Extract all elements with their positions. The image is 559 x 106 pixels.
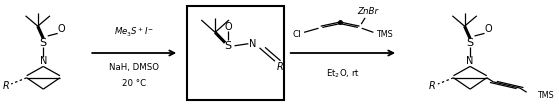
Text: R: R	[2, 81, 9, 91]
Text: S: S	[224, 41, 231, 51]
Text: N: N	[40, 56, 47, 66]
Text: TMS: TMS	[537, 91, 553, 100]
Text: S: S	[467, 38, 473, 48]
Text: S: S	[40, 38, 47, 48]
Text: Me$_3$S$^+$I$^-$: Me$_3$S$^+$I$^-$	[114, 26, 154, 39]
Text: Cl: Cl	[293, 30, 301, 39]
Text: 20 °C: 20 °C	[122, 80, 146, 89]
Text: TMS: TMS	[376, 30, 393, 39]
Text: NaH, DMSO: NaH, DMSO	[109, 63, 159, 72]
Text: R: R	[277, 62, 284, 73]
Text: O: O	[484, 24, 492, 34]
Text: O: O	[57, 24, 65, 34]
Text: O: O	[224, 22, 231, 32]
Text: N: N	[249, 39, 257, 49]
Text: ZnBr: ZnBr	[357, 7, 378, 16]
Text: N: N	[466, 56, 474, 66]
Bar	[187, 6, 285, 100]
Text: R: R	[429, 81, 436, 91]
Text: Et$_2$O, rt: Et$_2$O, rt	[326, 67, 360, 80]
